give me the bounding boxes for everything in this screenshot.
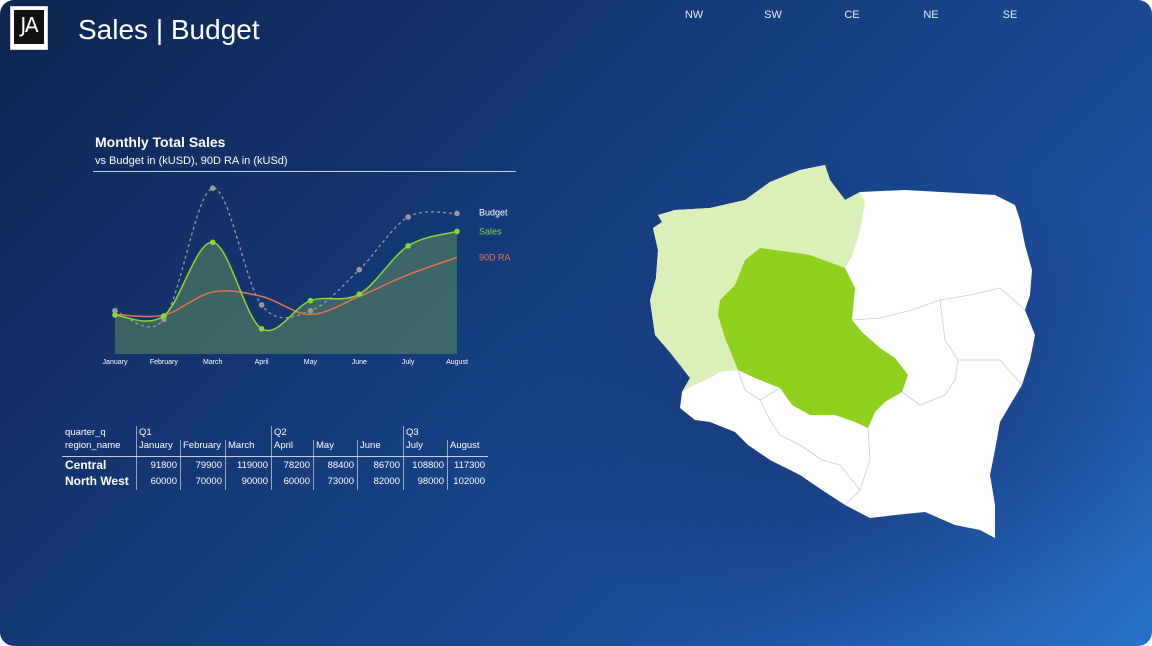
- budget-point-5: [356, 266, 363, 273]
- x-tick-label-6: July: [402, 359, 415, 366]
- matrix-month-header[interactable]: April: [274, 440, 294, 451]
- map-region-borders: [737, 287, 1026, 506]
- budget-point-7: [454, 210, 460, 217]
- region-button-nw[interactable]: NW: [684, 9, 704, 21]
- budget-point-2: [209, 185, 216, 192]
- matrix-cell[interactable]: 78200: [283, 460, 310, 471]
- legend-label-0: Budget: [479, 207, 508, 217]
- matrix-col-divider: [180, 440, 181, 490]
- matrix-quarter-header[interactable]: Q2: [274, 427, 287, 438]
- sales-point-1: [161, 312, 167, 319]
- matrix-cell[interactable]: 98000: [417, 476, 444, 487]
- x-tick-label-7: August: [446, 359, 468, 366]
- matrix-col-divider: [225, 440, 226, 490]
- matrix-cell[interactable]: 88400: [327, 460, 354, 471]
- matrix-month-header[interactable]: January: [139, 440, 173, 451]
- matrix-header-rule: [62, 456, 488, 457]
- matrix-cell[interactable]: 79900: [195, 460, 222, 471]
- ra-line: [114, 256, 458, 318]
- matrix-month-header[interactable]: February: [183, 440, 222, 451]
- matrix-col-divider: [313, 440, 314, 490]
- map-region-ce[interactable]: [718, 248, 908, 428]
- legend-label-1: Sales: [479, 226, 502, 236]
- region-nav: NW SW CE NE SE: [660, 9, 1040, 25]
- x-tick-label-4: May: [304, 359, 318, 366]
- matrix-cell[interactable]: 90000: [241, 476, 268, 487]
- matrix-col-divider: [447, 440, 448, 490]
- matrix-quarter-header[interactable]: Q3: [406, 427, 419, 438]
- matrix-month-header[interactable]: August: [450, 440, 480, 451]
- budget-point-4: [307, 307, 314, 314]
- region-button-ne[interactable]: NE: [923, 9, 939, 21]
- matrix-cell[interactable]: 86700: [373, 460, 400, 471]
- sales-point-4: [307, 297, 314, 304]
- x-tick-label-5: June: [352, 359, 367, 366]
- matrix-cell[interactable]: 60000: [150, 476, 177, 487]
- x-tick-label-0: January: [103, 359, 128, 366]
- budget-point-0: [112, 307, 118, 314]
- sales-point-0: [112, 312, 118, 318]
- matrix-cell[interactable]: 60000: [283, 476, 310, 487]
- chart-divider: [93, 171, 516, 172]
- matrix-col-header-label: quarter_q: [65, 427, 106, 438]
- sales-line-chart[interactable]: January February March April May June July Augu…: [90, 176, 530, 376]
- budget-point-3: [258, 302, 265, 308]
- matrix-col-divider: [403, 426, 404, 490]
- page-title: Sales | Budget: [78, 14, 260, 45]
- sales-point-3: [258, 325, 265, 332]
- x-tick-label-3: April: [255, 359, 269, 366]
- x-tick-label-1: February: [150, 359, 179, 366]
- region-button-se[interactable]: SE: [1002, 9, 1018, 21]
- matrix-col-divider: [271, 426, 272, 490]
- chart-svg: January February March April May June July Augu…: [103, 185, 511, 366]
- matrix-cell[interactable]: 82000: [373, 476, 400, 487]
- region-button-ce[interactable]: CE: [844, 9, 860, 21]
- chart-subtitle: vs Budget in (kUSD), 90D RA in (kUSd): [95, 155, 288, 167]
- chart-title: Monthly Total Sales: [95, 134, 226, 150]
- matrix-cell[interactable]: 108800: [412, 460, 444, 471]
- sales-point-5: [356, 291, 363, 297]
- map-region-nw[interactable]: [650, 165, 865, 392]
- matrix-cell[interactable]: 117300: [454, 460, 485, 471]
- logo: JA: [10, 6, 48, 50]
- matrix-col-divider: [357, 440, 358, 490]
- matrix-cell[interactable]: 73000: [327, 476, 354, 487]
- legend-label-2: 90D RA: [479, 252, 511, 262]
- region-button-sw[interactable]: SW: [764, 9, 782, 21]
- logo-mark: JA: [14, 10, 44, 44]
- matrix-cell[interactable]: 70000: [195, 476, 222, 487]
- matrix-col-divider: [136, 426, 137, 490]
- poland-region-map[interactable]: [640, 160, 1040, 550]
- x-tick-label-2: March: [203, 359, 223, 366]
- matrix-row-header-label: region_name: [65, 440, 121, 451]
- matrix-month-header[interactable]: March: [228, 440, 255, 451]
- sales-point-7: [454, 228, 460, 235]
- sales-point-6: [405, 243, 411, 249]
- matrix-quarter-header[interactable]: Q1: [139, 427, 152, 438]
- matrix-row-name[interactable]: North West: [65, 474, 129, 488]
- sales-line: [114, 230, 458, 332]
- matrix-month-header[interactable]: July: [406, 440, 423, 451]
- sales-point-2: [209, 239, 216, 246]
- matrix-month-header[interactable]: June: [360, 440, 381, 451]
- matrix-row-name[interactable]: Central: [65, 458, 107, 472]
- sales-area: [115, 231, 457, 354]
- matrix-cell[interactable]: 102000: [453, 476, 485, 487]
- matrix-month-header[interactable]: May: [316, 440, 334, 451]
- matrix-cell[interactable]: 91800: [150, 460, 177, 471]
- matrix-cell[interactable]: 119000: [237, 460, 268, 471]
- budget-point-6: [405, 214, 411, 220]
